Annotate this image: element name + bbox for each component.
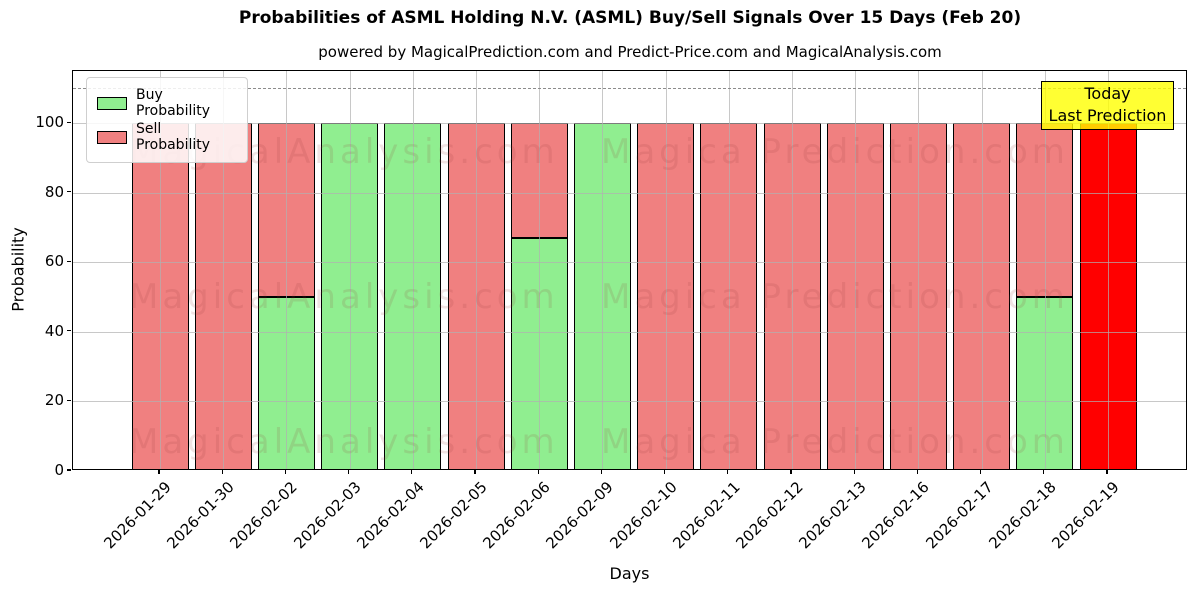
x-axis-tick [1106,470,1108,474]
plot-area: MagicalAnalysis.com Magica Prediction.com… [72,70,1187,470]
x-axis-tick [411,470,413,474]
x-axis-tick [1043,470,1045,474]
x-axis-tick [916,470,918,474]
y-tick-label: 20 [44,391,64,410]
threshold-dashed-line [73,88,1186,90]
today-annotation-line2: Last Prediction [1048,106,1167,125]
horizontal-gridline [73,262,1186,264]
y-axis-tick [67,330,71,332]
x-axis-tick [727,470,729,474]
vertical-gridline [918,71,920,469]
x-axis-tick [853,470,855,474]
horizontal-gridline [73,123,1186,125]
vertical-gridline [160,71,161,469]
vertical-gridline [728,71,730,469]
vertical-gridline [412,71,414,469]
vertical-gridline [602,71,604,469]
x-axis-tick [474,470,476,474]
vertical-gridline [792,71,793,469]
legend-item: Sell Probability [97,121,237,153]
chart-subtitle: powered by MagicalPrediction.com and Pre… [318,43,942,61]
vertical-gridline [665,71,667,469]
watermark-text: MagicalAnalysis.com [129,422,559,462]
watermark-text: Magica Prediction.com [601,277,1069,317]
horizontal-gridline [73,401,1186,403]
y-axis-tick [67,260,71,262]
x-axis-label: Days [609,564,650,583]
y-axis-tick [67,121,71,123]
y-axis-tick [67,399,71,402]
x-axis-tick [600,470,602,474]
today-annotation: Today Last Prediction [1041,81,1174,130]
y-axis-tick [67,191,71,193]
vertical-gridline [286,71,288,469]
vertical-gridline [539,71,541,469]
horizontal-gridline [73,192,1186,194]
legend: Buy Probability Sell Probability [86,77,248,163]
legend-item-label: Buy Probability [136,87,211,119]
chart-title: Probabilities of ASML Holding N.V. (ASML… [238,8,1022,28]
y-tick-label: 0 [54,461,64,479]
x-axis-tick [348,470,350,474]
y-tick-label: 60 [44,252,64,271]
x-axis-tick [537,470,539,474]
legend-item-label: Sell Probability [136,121,211,153]
legend-swatch [97,96,127,110]
vertical-gridline [855,71,857,469]
legend-item: Buy Probability [97,87,237,119]
today-annotation-line1: Today [1084,84,1131,103]
vertical-gridline [1108,71,1109,469]
x-axis-tick [284,470,286,474]
x-axis-tick [664,470,666,474]
vertical-gridline [981,71,983,469]
y-axis-label: Probability [8,227,28,312]
watermark-text: MagicalAnalysis.com [129,277,559,317]
vertical-gridline [223,71,225,469]
horizontal-gridline [73,331,1186,333]
watermark-text: Magica Prediction.com [601,422,1069,462]
y-axis-tick [67,469,71,471]
y-tick-label: 100 [35,113,64,132]
x-axis-tick [790,470,792,474]
x-axis-tick [221,470,223,474]
vertical-gridline [476,71,477,469]
x-axis-tick [158,470,160,474]
vertical-gridline [349,71,351,469]
y-tick-label: 80 [44,182,64,201]
legend-swatch [97,130,127,144]
vertical-gridline [1044,71,1046,469]
x-axis-tick [980,470,982,474]
watermark-text: Magica Prediction.com [601,132,1069,172]
y-tick-label: 40 [44,321,64,340]
